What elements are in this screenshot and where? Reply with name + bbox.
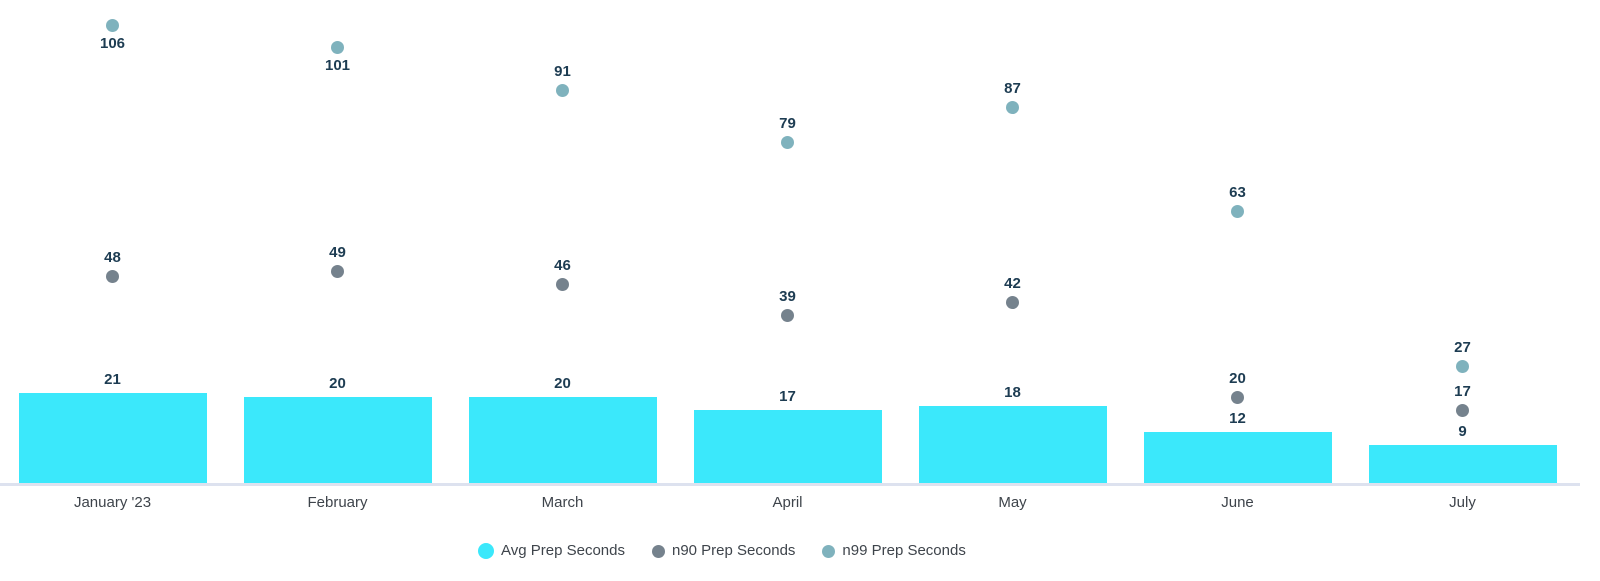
point-value-label: 20 [1229, 369, 1246, 387]
point-n90-February[interactable] [331, 265, 344, 279]
point-n99-June[interactable] [1231, 204, 1244, 218]
bar-June[interactable] [1143, 431, 1332, 483]
bar-value-label: 18 [1004, 383, 1021, 401]
bar-April[interactable] [693, 410, 882, 483]
point-value-label: 46 [554, 257, 571, 275]
point-value-label: 49 [329, 244, 346, 262]
legend-item-n99-prep-seconds[interactable]: n99 Prep Seconds [822, 541, 966, 561]
point-n99-May[interactable] [1006, 101, 1019, 115]
n99-prep-seconds-swatch-icon [822, 544, 836, 558]
x-axis-label: July [1449, 494, 1476, 511]
bar-July[interactable] [1368, 444, 1557, 483]
bar-February[interactable] [243, 397, 432, 483]
point-n90-July[interactable] [1456, 403, 1469, 417]
point-n99-February[interactable] [331, 40, 344, 54]
point-value-label: 48 [104, 248, 121, 266]
point-n90-May[interactable] [1006, 295, 1019, 309]
point-n99-April[interactable] [781, 135, 794, 149]
x-axis-label: May [998, 494, 1027, 511]
point-n99-July[interactable] [1456, 360, 1469, 374]
x-axis-label: January '23 [73, 494, 152, 511]
point-n99-March[interactable] [556, 83, 569, 97]
bar-May[interactable] [918, 405, 1107, 483]
x-axis-label: June [1221, 494, 1254, 511]
bar-value-label: 12 [1229, 409, 1246, 427]
point-n90-June[interactable] [1231, 390, 1244, 404]
x-axis-label: April [772, 494, 803, 511]
point-value-label: 87 [1004, 80, 1021, 98]
point-value-label: 91 [554, 62, 571, 80]
point-value-label: 101 [324, 56, 351, 74]
n90-prep-seconds-swatch-icon [651, 544, 665, 558]
x-axis-line [0, 483, 1580, 486]
point-n90-January '23[interactable] [106, 269, 119, 283]
legend: Avg Prep Seconds n90 Prep Seconds n99 Pr… [478, 541, 966, 561]
point-n99-January '23[interactable] [106, 19, 119, 33]
point-value-label: 63 [1229, 183, 1246, 201]
point-value-label: 42 [1004, 274, 1021, 292]
point-n90-March[interactable] [556, 278, 569, 292]
point-n90-April[interactable] [781, 308, 794, 322]
bar-value-label: 17 [779, 388, 796, 406]
avg-prep-seconds-swatch-icon [478, 543, 494, 559]
point-value-label: 39 [779, 287, 796, 305]
legend-label: Avg Prep Seconds [501, 542, 625, 559]
point-value-label: 17 [1454, 382, 1471, 400]
legend-item-avg-prep-seconds[interactable]: Avg Prep Seconds [478, 541, 625, 561]
bar-January '23[interactable] [18, 392, 207, 483]
bar-value-label: 20 [554, 375, 571, 393]
legend-item-n90-prep-seconds[interactable]: n90 Prep Seconds [651, 541, 796, 561]
point-value-label: 27 [1454, 339, 1471, 357]
x-axis-label: February [307, 494, 368, 511]
x-axis-label: March [541, 494, 584, 511]
bar-March[interactable] [468, 397, 657, 483]
legend-label: n99 Prep Seconds [842, 542, 966, 559]
legend-label: n90 Prep Seconds [671, 542, 796, 559]
bar-value-label: 20 [329, 375, 346, 393]
bar-value-label: 21 [104, 370, 121, 388]
bar-value-label: 9 [1458, 422, 1467, 440]
point-value-label: 106 [99, 35, 126, 53]
point-value-label: 79 [779, 114, 796, 132]
